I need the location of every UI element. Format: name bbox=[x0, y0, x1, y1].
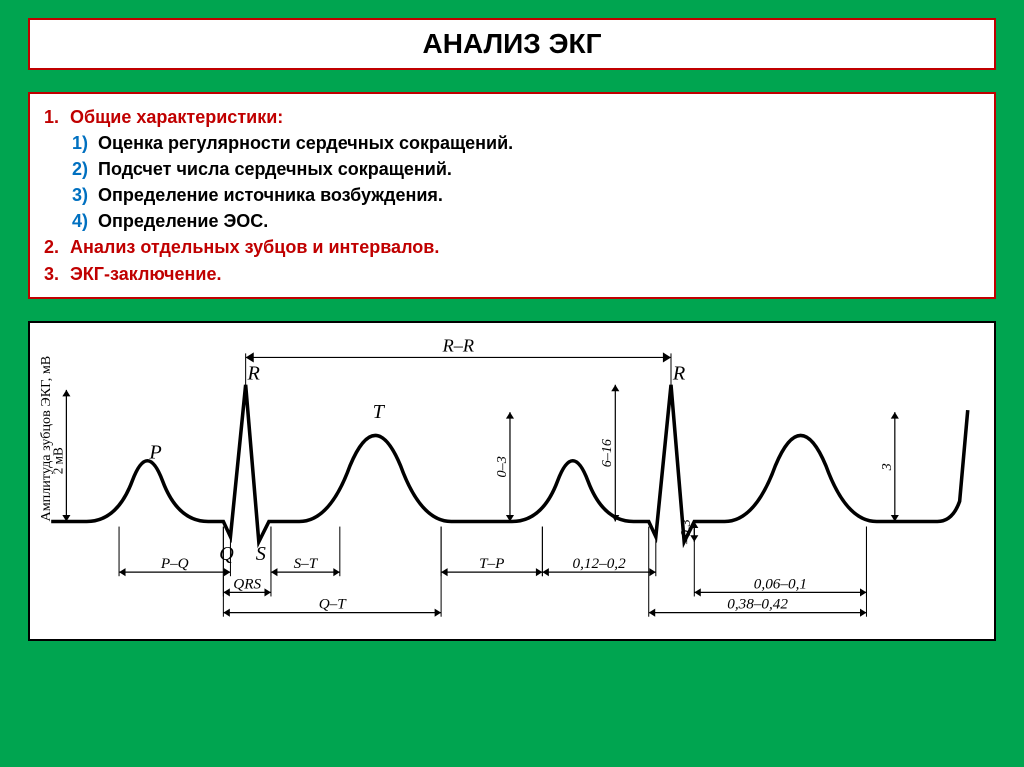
outline-item-1-text: Общие характеристики: bbox=[70, 107, 283, 127]
svg-text:T–P: T–P bbox=[479, 555, 504, 572]
svg-text:0,06–0,1: 0,06–0,1 bbox=[754, 575, 807, 592]
svg-text:2 мВ: 2 мВ bbox=[50, 447, 65, 474]
svg-text:P–Q: P–Q bbox=[160, 555, 189, 572]
svg-text:S: S bbox=[256, 543, 266, 565]
svg-text:0,38–0,42: 0,38–0,42 bbox=[727, 595, 788, 612]
outline-list: Общие характеристики: Оценка регулярност… bbox=[70, 104, 976, 287]
svg-text:0–3: 0–3 bbox=[494, 456, 510, 477]
svg-text:6–16: 6–16 bbox=[599, 438, 615, 467]
title-panel: АНАЛИЗ ЭКГ bbox=[28, 18, 996, 70]
svg-text:Q–T: Q–T bbox=[319, 595, 348, 612]
svg-text:R: R bbox=[247, 362, 261, 384]
ecg-diagram: Амплитуда зубцов ЭКГ, мВ2 мВ P R QS T R R–R P–Q… bbox=[28, 321, 996, 641]
svg-text:–0,3: –0,3 bbox=[678, 519, 694, 545]
svg-text:Амплитуда зубцов ЭКГ, мВ: Амплитуда зубцов ЭКГ, мВ bbox=[38, 355, 54, 521]
outline-item-2: Анализ отдельных зубцов и интервалов. bbox=[70, 234, 976, 260]
svg-text:0,12–0,2: 0,12–0,2 bbox=[573, 555, 627, 572]
outline-subitem-4: Определение ЭОС. bbox=[98, 208, 976, 234]
page-title: АНАЛИЗ ЭКГ bbox=[42, 28, 982, 60]
outline-item-1: Общие характеристики: Оценка регулярност… bbox=[70, 104, 976, 234]
svg-text:T: T bbox=[373, 401, 386, 423]
outline-subitem-3: Определение источника возбуждения. bbox=[98, 182, 976, 208]
svg-text:P: P bbox=[148, 441, 161, 463]
svg-text:3: 3 bbox=[879, 463, 895, 471]
outline-item-3: ЭКГ-заключение. bbox=[70, 261, 976, 287]
svg-text:QRS: QRS bbox=[233, 575, 261, 592]
svg-text:R–R: R–R bbox=[442, 335, 474, 355]
ecg-svg: Амплитуда зубцов ЭКГ, мВ2 мВ P R QS T R R–R P–Q… bbox=[36, 329, 988, 633]
svg-text:S–T: S–T bbox=[294, 555, 319, 572]
outline-subitem-1: Оценка регулярности сердечных сокращений… bbox=[98, 130, 976, 156]
outline-sublist: Оценка регулярности сердечных сокращений… bbox=[98, 130, 976, 234]
svg-text:Q: Q bbox=[219, 543, 234, 565]
outline-panel: Общие характеристики: Оценка регулярност… bbox=[28, 92, 996, 299]
slide: АНАЛИЗ ЭКГ Общие характеристики: Оценка … bbox=[0, 0, 1024, 767]
svg-text:R: R bbox=[672, 362, 686, 384]
outline-subitem-2: Подсчет числа сердечных сокращений. bbox=[98, 156, 976, 182]
